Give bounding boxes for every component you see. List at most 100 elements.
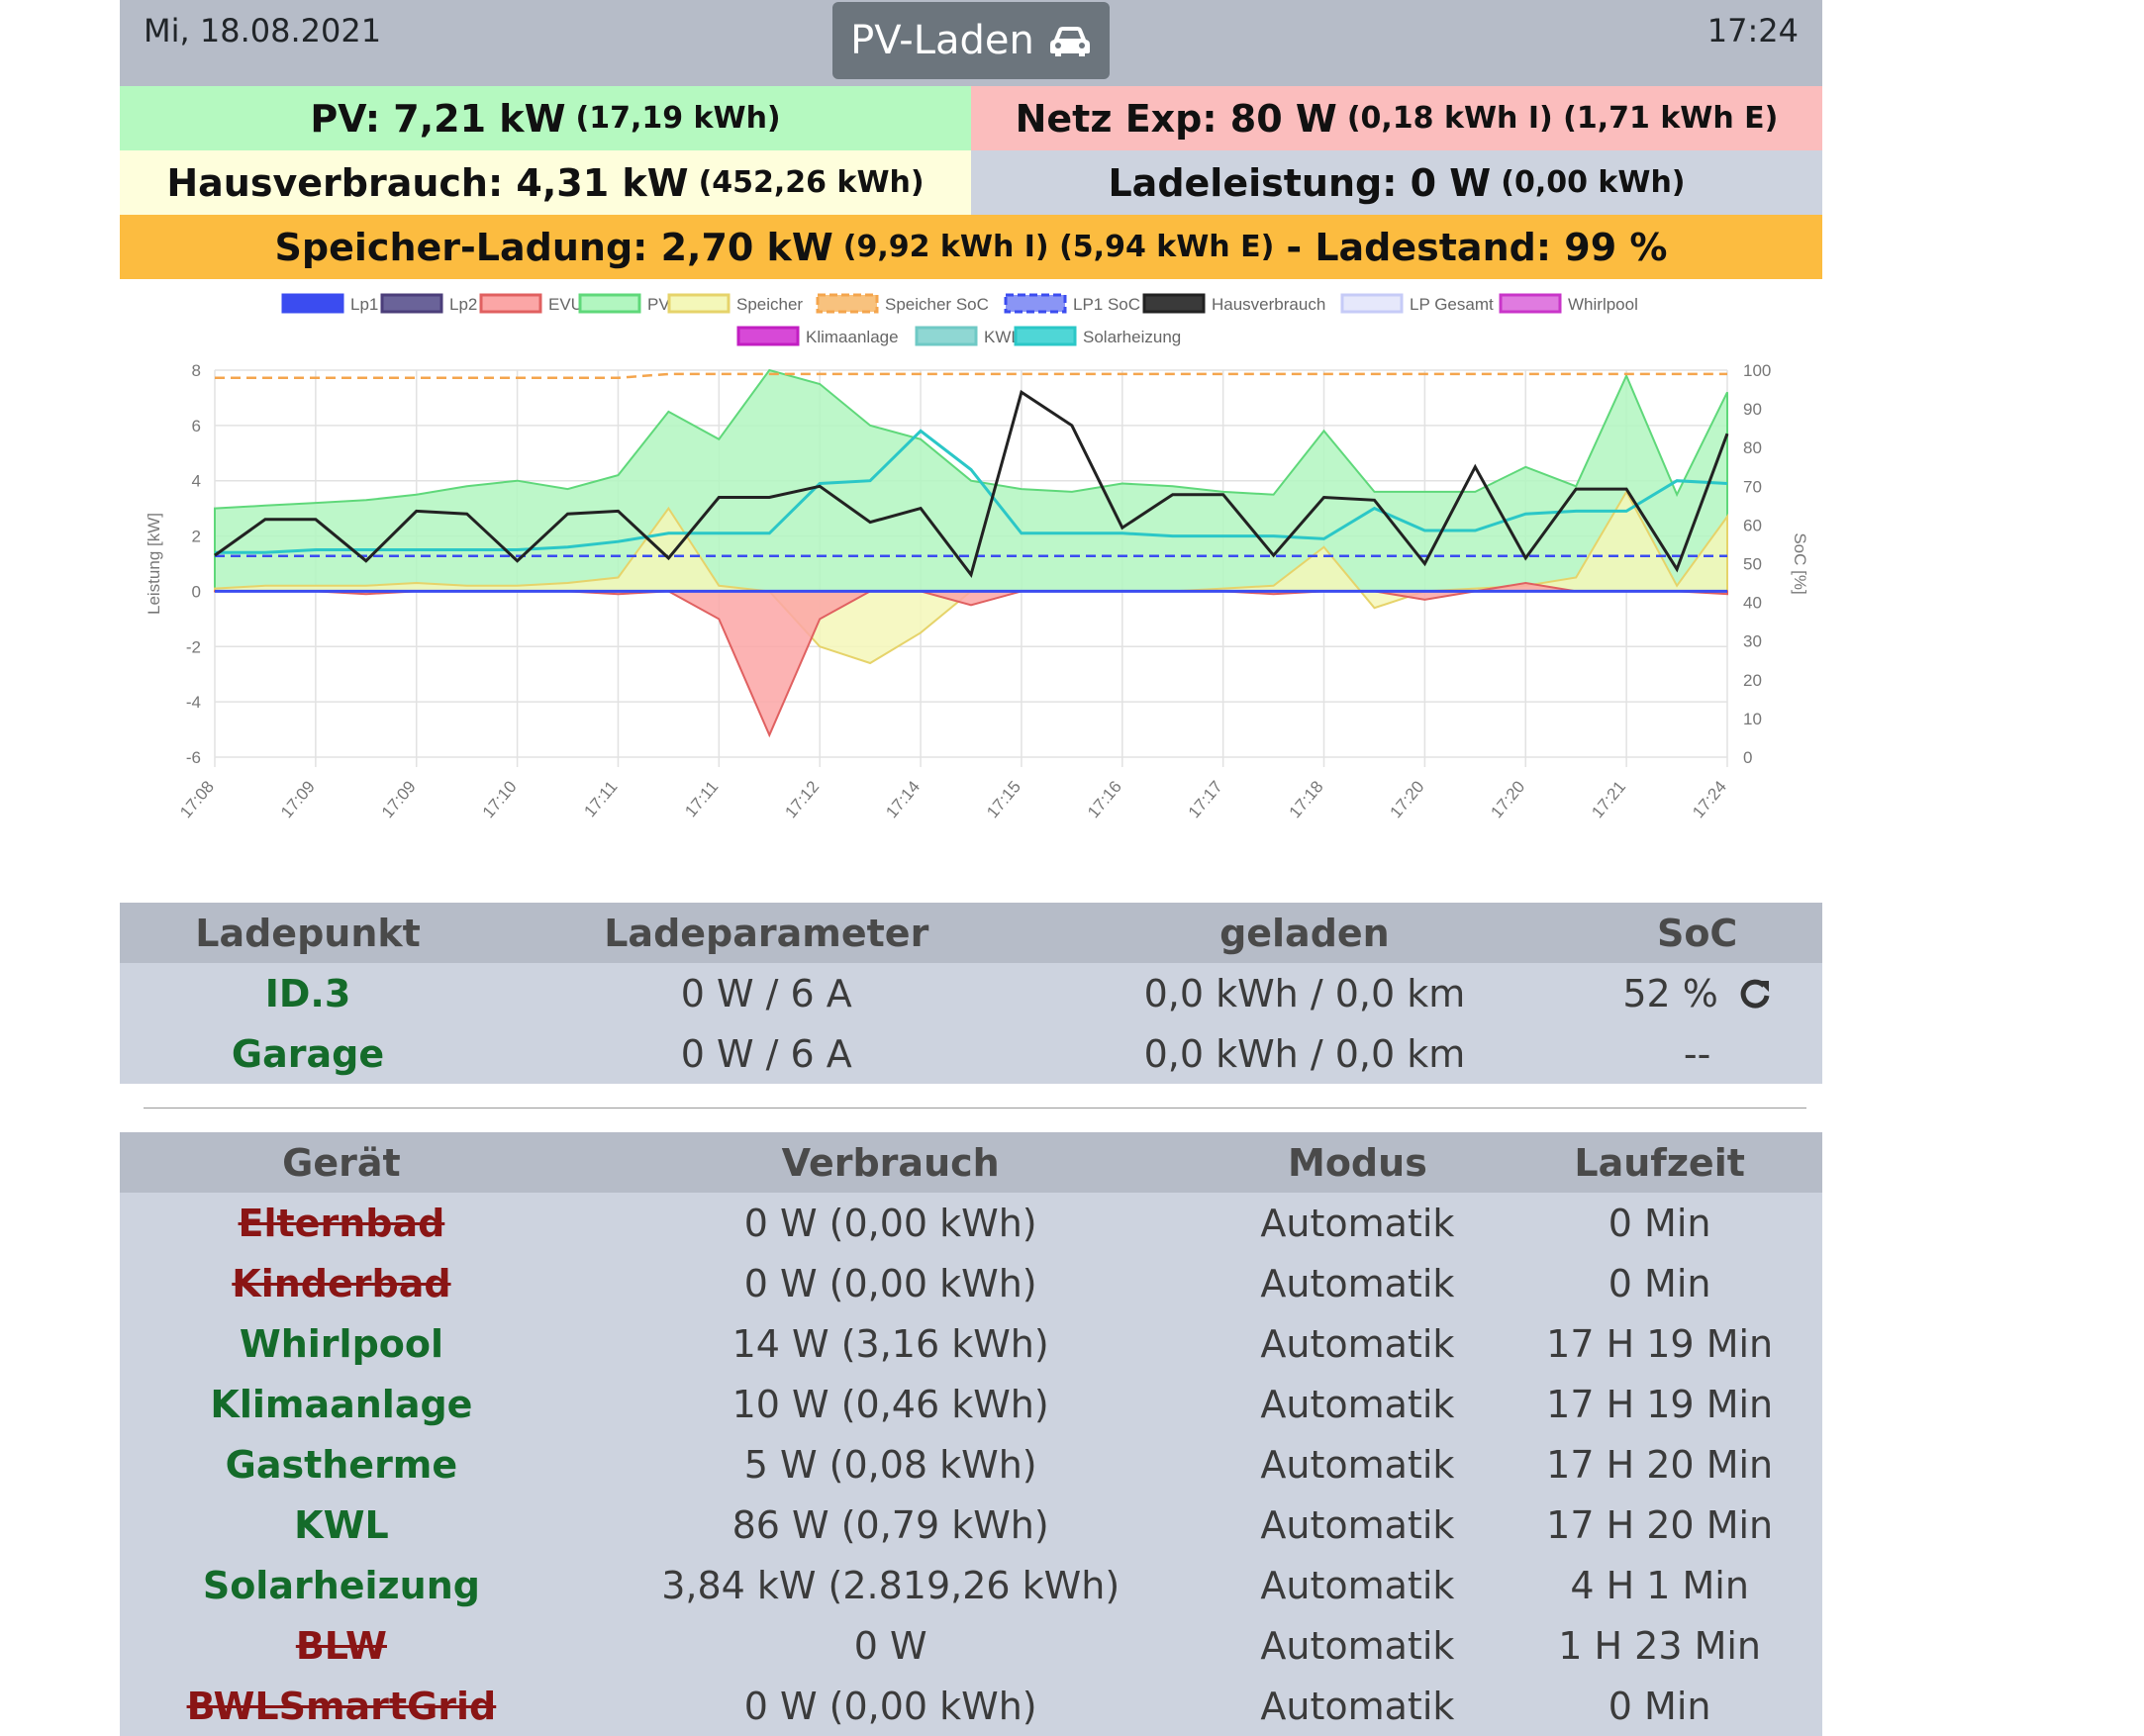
device-runtime: 17 H 20 Min [1497, 1434, 1822, 1495]
device-usage: 0 W [562, 1615, 1218, 1676]
col-header-ladepunkt: Ladepunkt [120, 903, 497, 963]
legend-swatch [1004, 293, 1067, 314]
device-name[interactable]: BWLSmartGrid [120, 1676, 563, 1736]
device-name[interactable]: Whirlpool [120, 1313, 563, 1374]
series-pv-area [214, 368, 1728, 593]
refresh-icon[interactable] [1738, 977, 1772, 1011]
y2-tick-label: 100 [1743, 361, 1771, 380]
device-runtime: 0 Min [1497, 1253, 1822, 1313]
device-header-row: Gerät Verbrauch Modus Laufzeit [120, 1132, 1822, 1193]
device-mode[interactable]: Automatik [1218, 1555, 1498, 1615]
device-row[interactable]: Whirlpool 14 W (3,16 kWh) Automatik 17 H 19… [120, 1313, 1822, 1374]
legend-label: Speicher SoC [885, 295, 989, 314]
date-display: Mi, 18.08.2021 [144, 12, 382, 49]
charge-power: Ladeleistung: 0 W [1108, 160, 1492, 205]
section-divider [144, 1108, 1806, 1109]
storage-soc: - Ladestand: 99 % [1286, 225, 1668, 269]
legend-label: LP Gesamt [1410, 295, 1494, 314]
x-tick-label: 17:16 [1084, 777, 1125, 821]
chargepoint-header-row: Ladepunkt Ladeparameter geladen SoC [120, 903, 1822, 963]
x-tick-label: 17:09 [277, 777, 319, 821]
col-header-ladeparameter: Ladeparameter [496, 903, 1037, 963]
device-name[interactable]: Gastherme [120, 1434, 563, 1495]
time-display: 17:24 [1706, 12, 1799, 49]
device-name[interactable]: Elternbad [120, 1193, 563, 1253]
x-tick-label: 17:14 [882, 777, 924, 821]
series-evu-area [214, 581, 1728, 738]
chargepoint-name[interactable]: Garage [120, 1023, 497, 1084]
device-table: Gerät Verbrauch Modus Laufzeit Elternbad… [120, 1132, 1822, 1736]
charge-mode-label: PV-Laden [850, 18, 1034, 63]
device-row[interactable]: Gastherme 5 W (0,08 kWh) Automatik 17 H 20 … [120, 1434, 1822, 1495]
x-tick-label: 17:20 [1387, 777, 1428, 821]
power-chart[interactable]: Lp1 Lp2 EVU PV Speicher Speicher SoC LP1 SoC Ha… [120, 279, 1822, 903]
y-tick-label: 6 [192, 417, 201, 435]
device-row[interactable]: Klimaanlage 10 W (0,46 kWh) Automatik 17 H … [120, 1374, 1822, 1434]
legend-swatch [667, 293, 731, 314]
house-status: Hausverbrauch: 4,31 kW (452,26 kWh) [120, 150, 971, 215]
device-runtime: 0 Min [1497, 1676, 1822, 1736]
legend-swatch [736, 326, 800, 346]
device-usage: 5 W (0,08 kWh) [562, 1434, 1218, 1495]
x-tick-label: 17:20 [1487, 777, 1528, 821]
device-name[interactable]: Solarheizung [120, 1555, 563, 1615]
device-name[interactable]: Kinderbad [120, 1253, 563, 1313]
device-mode[interactable]: Automatik [1218, 1495, 1498, 1555]
storage-power: Speicher-Ladung: 2,70 kW [274, 225, 833, 269]
device-runtime: 0 Min [1497, 1193, 1822, 1253]
y2-tick-label: 50 [1743, 555, 1762, 574]
x-tick-label: 17:11 [681, 777, 722, 820]
device-mode[interactable]: Automatik [1218, 1374, 1498, 1434]
chargepoint-param[interactable]: 0 W / 6 A [496, 1023, 1037, 1084]
device-row[interactable]: Solarheizung 3,84 kW (2.819,26 kWh) Automa… [120, 1555, 1822, 1615]
y-tick-label: 4 [192, 472, 201, 491]
chargepoint-charged: 0,0 kWh / 0,0 km [1036, 1023, 1573, 1084]
y-tick-label: -6 [186, 748, 201, 767]
legend-swatch [816, 293, 879, 314]
charge-energy: (0,00 kWh) [1501, 165, 1686, 200]
y2-tick-label: 20 [1743, 671, 1762, 690]
x-tick-label: 17:15 [983, 777, 1024, 821]
grid-energy: (0,18 kWh I) (1,71 kWh E) [1346, 101, 1779, 136]
legend-label: Solarheizung [1083, 328, 1181, 346]
device-usage: 10 W (0,46 kWh) [562, 1374, 1218, 1434]
charge-mode-button[interactable]: PV-Laden [832, 2, 1110, 79]
x-tick-label: 17:09 [378, 777, 420, 821]
chargepoint-charged: 0,0 kWh / 0,0 km [1036, 963, 1573, 1023]
chargepoint-name[interactable]: ID.3 [120, 963, 497, 1023]
series-speicher-soc-line [215, 372, 1727, 380]
device-mode[interactable]: Automatik [1218, 1193, 1498, 1253]
grid-power: Netz Exp: 80 W [1015, 96, 1337, 141]
legend-label: Whirlpool [1568, 295, 1638, 314]
power-chart-svg: Lp1 Lp2 EVU PV Speicher Speicher SoC LP1 SoC Ha… [145, 293, 1809, 821]
device-row[interactable]: Elternbad 0 W (0,00 kWh) Automatik 0 Min [120, 1193, 1822, 1253]
device-row[interactable]: BWLSmartGrid 0 W (0,00 kWh) Automatik 0 Min [120, 1676, 1822, 1736]
storage-status: Speicher-Ladung: 2,70 kW (9,92 kWh I) (5… [120, 215, 1822, 279]
device-row[interactable]: BLW 0 W Automatik 1 H 23 Min [120, 1615, 1822, 1676]
y2-tick-label: 70 [1743, 477, 1762, 496]
device-mode[interactable]: Automatik [1218, 1313, 1498, 1374]
x-tick-label: 17:10 [479, 777, 521, 821]
device-row[interactable]: Kinderbad 0 W (0,00 kWh) Automatik 0 Min [120, 1253, 1822, 1313]
app: Mi, 18.08.2021 PV-Laden 17:24 PV: 7,21 k… [120, 0, 1822, 1736]
device-mode[interactable]: Automatik [1218, 1615, 1498, 1676]
device-row[interactable]: KWL 86 W (0,79 kWh) Automatik 17 H 20 Min [120, 1495, 1822, 1555]
device-mode[interactable]: Automatik [1218, 1434, 1498, 1495]
device-name[interactable]: BLW [120, 1615, 563, 1676]
y2-tick-label: 40 [1743, 594, 1762, 613]
device-mode[interactable]: Automatik [1218, 1676, 1498, 1736]
chargepoint-param[interactable]: 0 W / 6 A [496, 963, 1037, 1023]
chargepoint-row[interactable]: Garage 0 W / 6 A 0,0 kWh / 0,0 km -- [120, 1023, 1822, 1084]
y2-tick-label: 90 [1743, 400, 1762, 419]
device-name[interactable]: Klimaanlage [120, 1374, 563, 1434]
device-usage: 0 W (0,00 kWh) [562, 1253, 1218, 1313]
legend-swatch [479, 293, 542, 314]
col-header-modus: Modus [1218, 1132, 1498, 1193]
chargepoint-row[interactable]: ID.3 0 W / 6 A 0,0 kWh / 0,0 km 52 % [120, 963, 1822, 1023]
col-header-laufzeit: Laufzeit [1497, 1132, 1822, 1193]
device-name[interactable]: KWL [120, 1495, 563, 1555]
x-tick-label: 17:12 [781, 777, 823, 821]
legend-swatch [578, 293, 641, 314]
x-tick-label: 17:17 [1185, 777, 1226, 821]
device-mode[interactable]: Automatik [1218, 1253, 1498, 1313]
